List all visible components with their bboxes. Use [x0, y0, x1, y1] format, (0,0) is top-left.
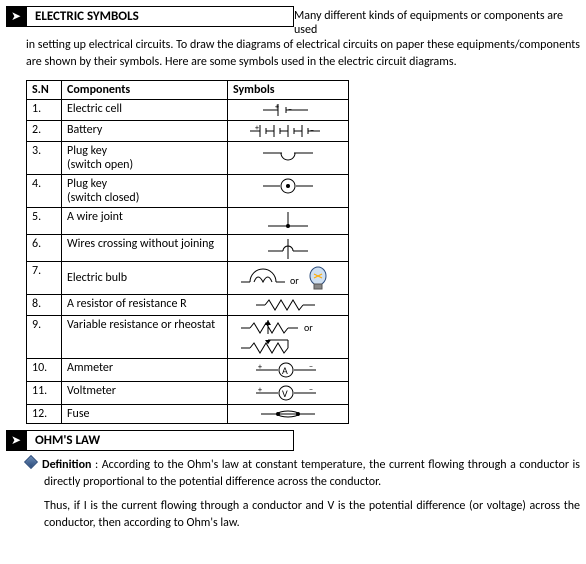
- intro-paragraph: in setting up electrical circuits. To dr…: [6, 37, 580, 72]
- table-row: 11. Voltmeter +V−: [27, 381, 349, 404]
- table-row: 1. Electric cell +−: [27, 99, 349, 120]
- svg-text:−: −: [309, 362, 313, 372]
- symbol-battery: +−: [228, 120, 349, 141]
- svg-text:or: or: [304, 321, 313, 334]
- symbol-ammeter: +A−: [228, 358, 349, 381]
- intro-inline: Many different kinds of equipments or co…: [294, 6, 580, 37]
- svg-text:V: V: [282, 387, 288, 400]
- svg-text:A: A: [282, 364, 288, 377]
- symbol-fuse: [228, 404, 349, 423]
- table-row: 12. Fuse: [27, 404, 349, 423]
- symbol-switch-closed: [228, 174, 349, 207]
- arrow-icon: ➤: [6, 6, 26, 27]
- symbol-wire-crossing: [228, 234, 349, 261]
- table-header-row: S.N Components Symbols: [27, 80, 349, 99]
- table-row: 3. Plug key(switch open): [27, 141, 349, 174]
- definition-label: Definition: [42, 458, 91, 472]
- definition-text: : According to the Ohm's law at constant…: [44, 458, 580, 489]
- section-title: OHM'S LAW: [26, 430, 294, 451]
- table-row: 2. Battery +−: [27, 120, 349, 141]
- symbols-table: S.N Components Symbols 1. Electric cell …: [26, 80, 349, 424]
- symbol-resistor: [228, 294, 349, 315]
- table-row: 9. Variable resistance or rheostat or: [27, 315, 349, 358]
- definition-para2: Thus, if I is the current flowing throug…: [26, 498, 580, 533]
- symbol-voltmeter: +V−: [228, 381, 349, 404]
- table-row: 7. Electric bulb or: [27, 261, 349, 294]
- header-comp: Components: [62, 80, 228, 99]
- arrow-icon: ➤: [6, 430, 26, 451]
- section-header-electric-symbols: ➤ ELECTRIC SYMBOLS: [6, 6, 294, 27]
- definition-para: Definition : According to the Ohm's law …: [26, 457, 580, 492]
- symbol-wire-joint: [228, 207, 349, 234]
- section-title: ELECTRIC SYMBOLS: [26, 6, 294, 27]
- svg-text:or: or: [290, 274, 299, 287]
- symbol-rheostat: or: [228, 315, 349, 358]
- definition-block: Definition : According to the Ohm's law …: [6, 457, 580, 533]
- table-row: 10. Ammeter +A−: [27, 358, 349, 381]
- table-row: 4. Plug key(switch closed): [27, 174, 349, 207]
- header-sn: S.N: [27, 80, 62, 99]
- table-row: 6. Wires crossing without joining: [27, 234, 349, 261]
- symbol-bulb: or: [228, 261, 349, 294]
- section-header-ohms-law: ➤ OHM'S LAW: [6, 430, 580, 451]
- symbol-switch-open: [228, 141, 349, 174]
- table-row: 8. A resistor of resistance R: [27, 294, 349, 315]
- svg-text:−: −: [309, 385, 313, 395]
- diamond-icon: [24, 455, 38, 469]
- symbol-cell: +−: [228, 99, 349, 120]
- header-sym: Symbols: [228, 80, 349, 99]
- table-row: 5. A wire joint: [27, 207, 349, 234]
